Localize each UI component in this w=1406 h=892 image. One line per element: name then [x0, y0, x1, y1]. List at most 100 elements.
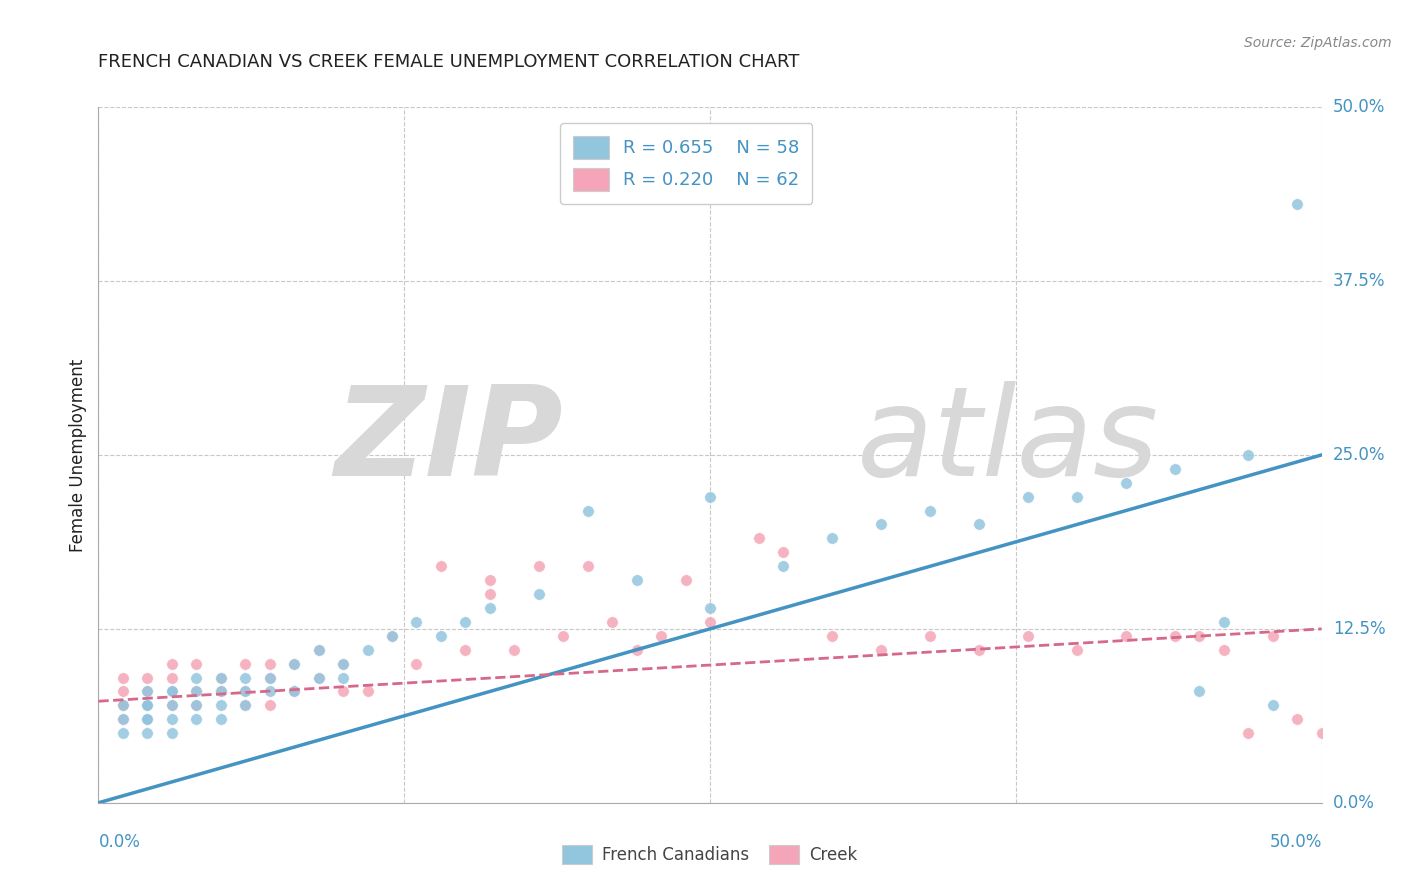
- Point: [1310, 726, 1333, 740]
- Point: [160, 726, 183, 740]
- Text: 37.5%: 37.5%: [1333, 272, 1385, 290]
- Point: [600, 615, 623, 629]
- Point: [1066, 642, 1088, 657]
- Point: [111, 684, 134, 698]
- Point: [186, 657, 208, 671]
- Point: [675, 573, 697, 587]
- Point: [1212, 615, 1234, 629]
- Point: [430, 559, 453, 574]
- Point: [233, 698, 256, 713]
- Point: [259, 684, 281, 698]
- Point: [920, 629, 942, 643]
- Point: [454, 642, 477, 657]
- Point: [233, 684, 256, 698]
- Point: [160, 684, 183, 698]
- Point: [136, 671, 159, 685]
- Point: [283, 657, 305, 671]
- Text: atlas: atlas: [856, 381, 1159, 501]
- Text: 12.5%: 12.5%: [1333, 620, 1385, 638]
- Point: [626, 642, 648, 657]
- Point: [1261, 629, 1284, 643]
- Text: 0.0%: 0.0%: [98, 833, 141, 851]
- Point: [233, 684, 256, 698]
- Point: [233, 671, 256, 685]
- Point: [186, 671, 208, 685]
- Point: [111, 698, 134, 713]
- Point: [136, 698, 159, 713]
- Point: [699, 615, 721, 629]
- Point: [111, 712, 134, 726]
- Point: [111, 726, 134, 740]
- Point: [920, 503, 942, 517]
- Text: 50.0%: 50.0%: [1270, 833, 1322, 851]
- Text: ZIP: ZIP: [335, 381, 564, 501]
- Point: [626, 573, 648, 587]
- Point: [308, 671, 330, 685]
- Legend: French Canadians, Creek: French Canadians, Creek: [555, 838, 865, 871]
- Point: [1261, 698, 1284, 713]
- Point: [1164, 462, 1187, 476]
- Point: [233, 698, 256, 713]
- Point: [209, 712, 232, 726]
- Text: 50.0%: 50.0%: [1333, 98, 1385, 116]
- Point: [1188, 629, 1211, 643]
- Point: [478, 601, 501, 615]
- Point: [160, 698, 183, 713]
- Point: [111, 698, 134, 713]
- Point: [478, 587, 501, 601]
- Point: [1017, 629, 1039, 643]
- Point: [1212, 642, 1234, 657]
- Point: [381, 629, 404, 643]
- Point: [136, 712, 159, 726]
- Point: [1286, 197, 1309, 211]
- Point: [576, 503, 599, 517]
- Text: FRENCH CANADIAN VS CREEK FEMALE UNEMPLOYMENT CORRELATION CHART: FRENCH CANADIAN VS CREEK FEMALE UNEMPLOY…: [98, 54, 800, 71]
- Point: [259, 671, 281, 685]
- Point: [308, 642, 330, 657]
- Text: 0.0%: 0.0%: [1333, 794, 1375, 812]
- Point: [527, 587, 550, 601]
- Point: [186, 698, 208, 713]
- Point: [209, 684, 232, 698]
- Point: [186, 684, 208, 698]
- Point: [136, 698, 159, 713]
- Point: [160, 684, 183, 698]
- Point: [111, 712, 134, 726]
- Point: [136, 698, 159, 713]
- Point: [405, 615, 427, 629]
- Point: [233, 657, 256, 671]
- Point: [332, 657, 354, 671]
- Point: [772, 559, 794, 574]
- Point: [821, 629, 844, 643]
- Point: [478, 573, 501, 587]
- Point: [209, 698, 232, 713]
- Point: [1066, 490, 1088, 504]
- Point: [136, 726, 159, 740]
- Point: [111, 698, 134, 713]
- Point: [160, 671, 183, 685]
- Point: [308, 671, 330, 685]
- Text: Source: ZipAtlas.com: Source: ZipAtlas.com: [1244, 36, 1392, 50]
- Point: [870, 642, 893, 657]
- Point: [332, 671, 354, 685]
- Point: [1115, 475, 1137, 490]
- Point: [356, 642, 378, 657]
- Point: [870, 517, 893, 532]
- Point: [136, 684, 159, 698]
- Point: [209, 671, 232, 685]
- Point: [1164, 629, 1187, 643]
- Point: [283, 657, 305, 671]
- Point: [160, 698, 183, 713]
- Point: [136, 712, 159, 726]
- Point: [186, 712, 208, 726]
- Point: [111, 671, 134, 685]
- Point: [967, 517, 990, 532]
- Point: [821, 532, 844, 546]
- Point: [259, 657, 281, 671]
- Point: [283, 684, 305, 698]
- Point: [553, 629, 575, 643]
- Point: [136, 712, 159, 726]
- Point: [967, 642, 990, 657]
- Point: [186, 684, 208, 698]
- Point: [356, 684, 378, 698]
